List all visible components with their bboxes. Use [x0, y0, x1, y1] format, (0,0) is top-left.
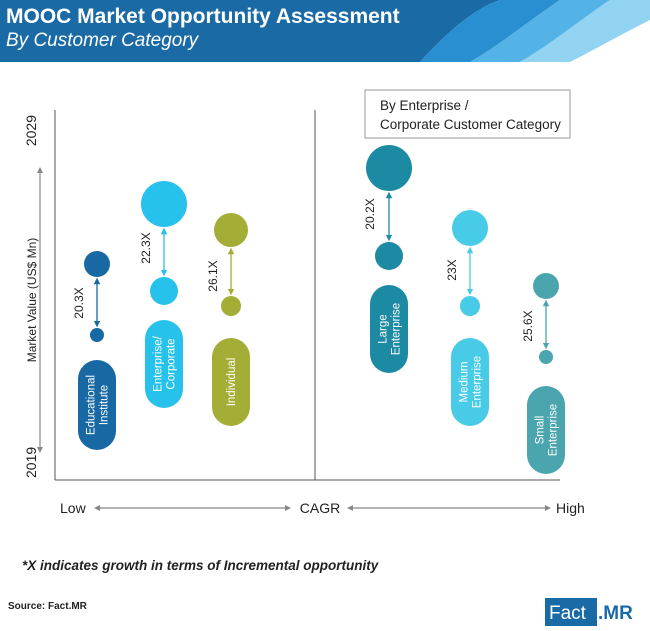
- bubble-2019-enterprise-corporate: [150, 277, 178, 305]
- bubble-2029-individual: [214, 213, 248, 247]
- category-label-medium-enterprise-1: Medium: [459, 362, 471, 403]
- footnote: *X indicates growth in terms of Incremen…: [22, 558, 379, 573]
- bubble-2019-individual: [221, 296, 241, 316]
- category-label-small-enterprise-2: Enterprise: [548, 404, 560, 456]
- category-pill-educational-institute: [78, 360, 116, 450]
- growth-label-enterprise-corporate: 22.3X: [139, 232, 153, 263]
- category-label-educational-institute-2: Institute: [99, 385, 111, 425]
- chart-title: MOOC Market Opportunity Assessment: [6, 5, 400, 28]
- y-axis-bottom-label: 2019: [23, 447, 39, 478]
- growth-label-large-enterprise: 20.2X: [363, 198, 377, 229]
- bubble-2019-medium-enterprise: [460, 296, 480, 316]
- chart-subtitle: By Customer Category: [6, 30, 199, 51]
- x-axis-high-label: High: [556, 500, 585, 516]
- category-pill-enterprise-corporate: [145, 320, 183, 408]
- category-pill-small-enterprise: [527, 386, 565, 474]
- y-axis-top-label: 2029: [23, 115, 39, 146]
- bubble-2029-small-enterprise: [533, 273, 559, 299]
- source-note: Source: Fact.MR: [8, 601, 87, 612]
- title-block: MOOC Market Opportunity Assessment By Cu…: [6, 4, 400, 53]
- category-label-small-enterprise-1: Small: [535, 416, 547, 445]
- x-axis-title: CAGR: [300, 500, 340, 516]
- category-label-large-enterprise-2: Enterprise: [391, 303, 403, 355]
- growth-label-educational-institute: 20.3X: [72, 287, 86, 318]
- bubble-2029-educational-institute: [84, 251, 110, 277]
- category-pill-large-enterprise: [370, 285, 408, 373]
- x-axis-low-label: Low: [60, 500, 87, 516]
- category-pill-individual: [212, 338, 250, 426]
- category-label-large-enterprise-1: Large: [378, 314, 390, 343]
- bubble-2019-educational-institute: [90, 328, 104, 342]
- y-axis-title: Market Value (US$ Mn): [25, 238, 39, 362]
- category-label-educational-institute-1: Educational: [86, 375, 98, 435]
- bubble-2019-small-enterprise: [539, 350, 553, 364]
- legend-text-line-2: Corporate Customer Category: [380, 117, 561, 132]
- category-label-medium-enterprise-2: Enterprise: [472, 356, 484, 408]
- category-label-enterprise-corporate-2: Corporate: [166, 338, 178, 389]
- banner-graphic: [0, 0, 650, 62]
- legend-text-line-1: By Enterprise /: [380, 98, 469, 113]
- growth-label-medium-enterprise: 23X: [445, 259, 459, 280]
- category-pill-medium-enterprise: [451, 338, 489, 426]
- bubble-2029-large-enterprise: [366, 145, 412, 191]
- legend-box: [364, 89, 571, 139]
- logo-right-text: .MR: [598, 603, 633, 624]
- category-label-individual-1: Individual: [226, 358, 238, 407]
- growth-label-small-enterprise: 25.6X: [521, 310, 535, 341]
- category-label-enterprise-corporate-1: Enterprise/: [153, 335, 165, 391]
- logo-left-text: Fact: [549, 603, 587, 624]
- bubble-2019-large-enterprise: [375, 242, 403, 270]
- title-banner: MOOC Market Opportunity Assessment By Cu…: [0, 0, 650, 62]
- factmr-logo: Fact .MR: [545, 598, 633, 626]
- bubble-2029-medium-enterprise: [452, 210, 488, 246]
- bubble-2029-enterprise-corporate: [141, 181, 187, 227]
- growth-label-individual: 26.1X: [206, 260, 220, 291]
